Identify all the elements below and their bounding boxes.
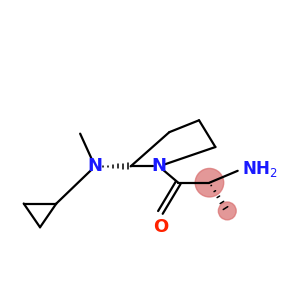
- Text: N: N: [152, 157, 166, 175]
- Text: NH$_2$: NH$_2$: [242, 159, 278, 179]
- Text: N: N: [88, 157, 103, 175]
- Text: O: O: [153, 218, 168, 236]
- Circle shape: [195, 168, 224, 197]
- Circle shape: [218, 202, 236, 220]
